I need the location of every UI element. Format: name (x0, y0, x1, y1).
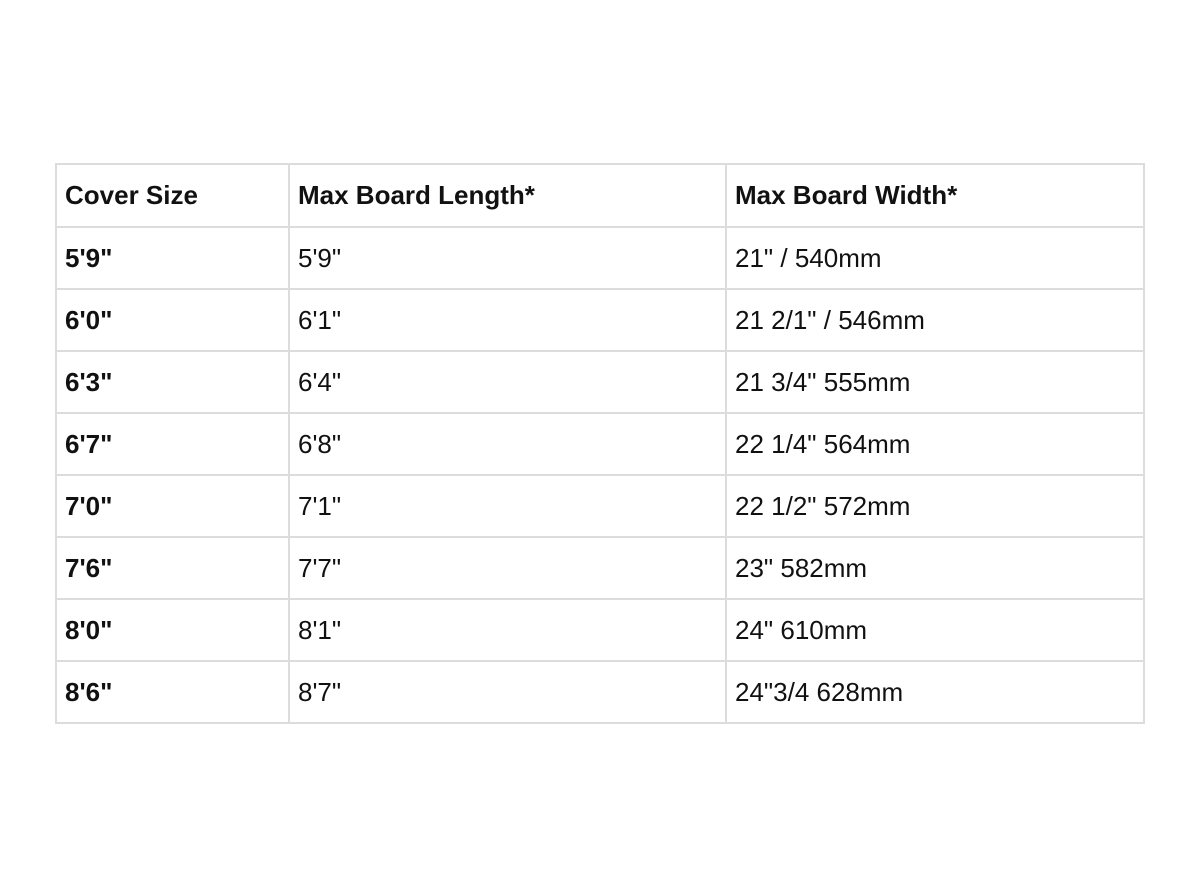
max-width-cell: 24" 610mm (725, 598, 1145, 662)
max-length-cell: 8'1" (288, 598, 727, 662)
max-length-cell: 7'7" (288, 536, 727, 600)
max-width-cell: 22 1/2" 572mm (725, 474, 1145, 538)
cover-size-cell: 8'6" (55, 660, 290, 724)
max-width-cell: 21 3/4" 555mm (725, 350, 1145, 414)
header-row: Cover Size Max Board Length* Max Board W… (55, 163, 1145, 228)
max-length-cell: 5'9" (288, 226, 727, 290)
cover-size-cell: 7'0" (55, 474, 290, 538)
table-row: 7'6" 7'7" 23" 582mm (55, 536, 1145, 600)
max-length-cell: 8'7" (288, 660, 727, 724)
cover-size-cell: 6'3" (55, 350, 290, 414)
max-width-cell: 21 2/1" / 546mm (725, 288, 1145, 352)
table-row: 7'0" 7'1" 22 1/2" 572mm (55, 474, 1145, 538)
table-row: 6'3" 6'4" 21 3/4" 555mm (55, 350, 1145, 414)
table-row: 8'0" 8'1" 24" 610mm (55, 598, 1145, 662)
cover-size-cell: 7'6" (55, 536, 290, 600)
cover-size-cell: 5'9" (55, 226, 290, 290)
max-width-cell: 21" / 540mm (725, 226, 1145, 290)
header-cover-size: Cover Size (55, 163, 290, 228)
size-chart-table: Cover Size Max Board Length* Max Board W… (55, 163, 1145, 724)
max-width-cell: 23" 582mm (725, 536, 1145, 600)
cover-size-cell: 6'0" (55, 288, 290, 352)
max-width-cell: 22 1/4" 564mm (725, 412, 1145, 476)
table-row: 5'9" 5'9" 21" / 540mm (55, 226, 1145, 290)
header-max-board-width: Max Board Width* (725, 163, 1145, 228)
table-row: 8'6" 8'7" 24"3/4 628mm (55, 660, 1145, 724)
cover-size-cell: 6'7" (55, 412, 290, 476)
max-width-cell: 24"3/4 628mm (725, 660, 1145, 724)
max-length-cell: 6'4" (288, 350, 727, 414)
table-row: 6'0" 6'1" 21 2/1" / 546mm (55, 288, 1145, 352)
max-length-cell: 6'1" (288, 288, 727, 352)
cover-size-cell: 8'0" (55, 598, 290, 662)
max-length-cell: 7'1" (288, 474, 727, 538)
max-length-cell: 6'8" (288, 412, 727, 476)
table-row: 6'7" 6'8" 22 1/4" 564mm (55, 412, 1145, 476)
header-max-board-length: Max Board Length* (288, 163, 727, 228)
